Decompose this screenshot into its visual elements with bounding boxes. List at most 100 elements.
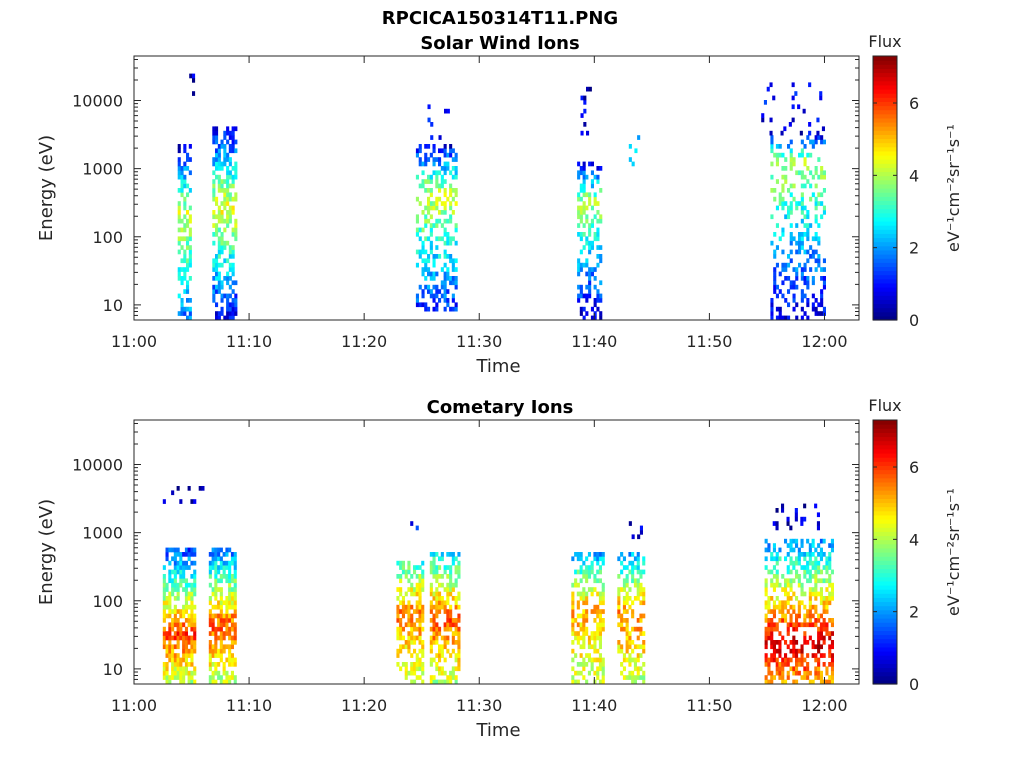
spectrogram-cell: [781, 166, 785, 171]
spectrogram-cell: [180, 280, 184, 286]
spectrogram-cell: [825, 622, 829, 628]
colorbar-swatch: [873, 572, 897, 578]
spectrogram-cell: [789, 613, 793, 619]
spectrogram-cell: [184, 626, 188, 632]
spectrogram-cell: [803, 631, 807, 636]
spectrogram-cell: [228, 130, 232, 136]
spectrogram-cell: [800, 232, 804, 237]
spectrogram-cell: [446, 276, 450, 281]
spectrogram-cell: [588, 227, 592, 233]
spectrogram-cell: [590, 666, 594, 672]
spectrogram-cell: [179, 679, 183, 685]
colorbar-swatch: [873, 134, 897, 140]
spectrogram-cell: [628, 631, 632, 636]
spectrogram-cell: [786, 521, 790, 526]
spectrogram-cell: [193, 626, 197, 632]
spectrogram-cell: [795, 679, 799, 685]
spectrogram-cell: [208, 596, 212, 601]
spectrogram-cell: [211, 670, 215, 676]
spectrogram-cell: [217, 214, 221, 220]
spectrogram-cell: [822, 284, 826, 290]
spectrogram-cell: [177, 157, 181, 162]
spectrogram-cell: [596, 609, 600, 614]
spectrogram-cell: [789, 161, 793, 167]
spectrogram-cell: [781, 293, 785, 299]
spectrogram-cell: [415, 174, 419, 180]
spectrogram-cell: [806, 280, 810, 286]
colorbar-swatch: [873, 436, 897, 442]
spectrogram-cell: [228, 249, 232, 255]
spectrogram-cell: [786, 591, 790, 597]
spectrogram-cell: [176, 609, 180, 614]
spectrogram-cell: [451, 188, 455, 193]
spectrogram-cell: [587, 657, 591, 663]
spectrogram-cell: [228, 218, 232, 224]
spectrogram-cell: [579, 578, 583, 584]
spectrogram-cell: [427, 104, 431, 110]
spectrogram-cell: [421, 258, 425, 264]
spectrogram-cell: [162, 574, 166, 579]
x-tick-label: 11:10: [226, 696, 272, 715]
spectrogram-cell: [421, 670, 425, 676]
spectrogram-cell: [429, 679, 433, 685]
spectrogram-cell: [593, 618, 597, 623]
spectrogram-cell: [187, 596, 191, 601]
spectrogram-cell: [438, 679, 442, 685]
spectrogram-cell: [789, 284, 793, 290]
spectrogram-cell: [798, 201, 802, 206]
spectrogram-cell: [186, 223, 190, 228]
spectrogram-cell: [440, 670, 444, 676]
spectrogram-cell: [784, 613, 788, 619]
spectrogram-cell: [639, 653, 643, 658]
spectrogram-cell: [225, 578, 229, 584]
spectrogram-cell: [413, 679, 417, 685]
spectrogram-cell: [822, 609, 826, 614]
colorbar-swatch: [873, 609, 897, 615]
spectrogram-cell: [410, 622, 414, 628]
spectrogram-cell: [795, 596, 799, 601]
spectrogram-cell: [421, 179, 425, 184]
spectrogram-cell: [789, 525, 793, 531]
spectrogram-cell: [775, 622, 779, 628]
spectrogram-cell: [228, 205, 232, 211]
spectrogram-cell: [165, 666, 169, 672]
spectrogram-cell: [631, 626, 635, 632]
spectrogram-cell: [435, 157, 439, 162]
spectrogram-cell: [162, 670, 166, 676]
spectrogram-cell: [814, 657, 818, 663]
spectrogram-cell: [193, 670, 197, 676]
spectrogram-cell: [800, 267, 804, 272]
spectrogram-cell: [446, 626, 450, 632]
colorbar-swatch: [873, 311, 897, 317]
spectrogram-cell: [590, 587, 594, 592]
spectrogram-cell: [789, 166, 793, 171]
spectrogram-cell: [622, 609, 626, 614]
colorbar-swatch: [873, 473, 897, 479]
spectrogram-cell: [800, 516, 804, 522]
spectrogram-cell: [177, 236, 181, 242]
spectrogram-cell: [396, 631, 400, 636]
spectrogram-cell: [415, 666, 419, 672]
spectrogram-cell: [183, 214, 187, 220]
spectrogram-cell: [786, 565, 790, 570]
spectrogram-cell: [577, 293, 581, 299]
spectrogram-cell: [817, 560, 821, 566]
spectrogram-cell: [574, 618, 578, 623]
spectrogram-cell: [770, 578, 774, 584]
spectrogram-cell: [795, 618, 799, 623]
spectrogram-cell: [418, 591, 422, 597]
spectrogram-cell: [590, 657, 594, 663]
spectrogram-cell: [795, 662, 799, 667]
spectrogram-cell: [806, 552, 810, 557]
spectrogram-cell: [399, 618, 403, 623]
spectrogram-cell: [637, 534, 641, 540]
spectrogram-cell: [817, 666, 821, 672]
spectrogram-cell: [223, 179, 227, 184]
spectrogram-cell: [809, 254, 813, 259]
spectrogram-cell: [214, 613, 218, 619]
spectrogram-cell: [822, 604, 826, 610]
spectrogram-cell: [582, 306, 586, 312]
spectrogram-cell: [449, 205, 453, 211]
spectrogram-cell: [817, 635, 821, 641]
spectrogram-cell: [230, 556, 234, 562]
